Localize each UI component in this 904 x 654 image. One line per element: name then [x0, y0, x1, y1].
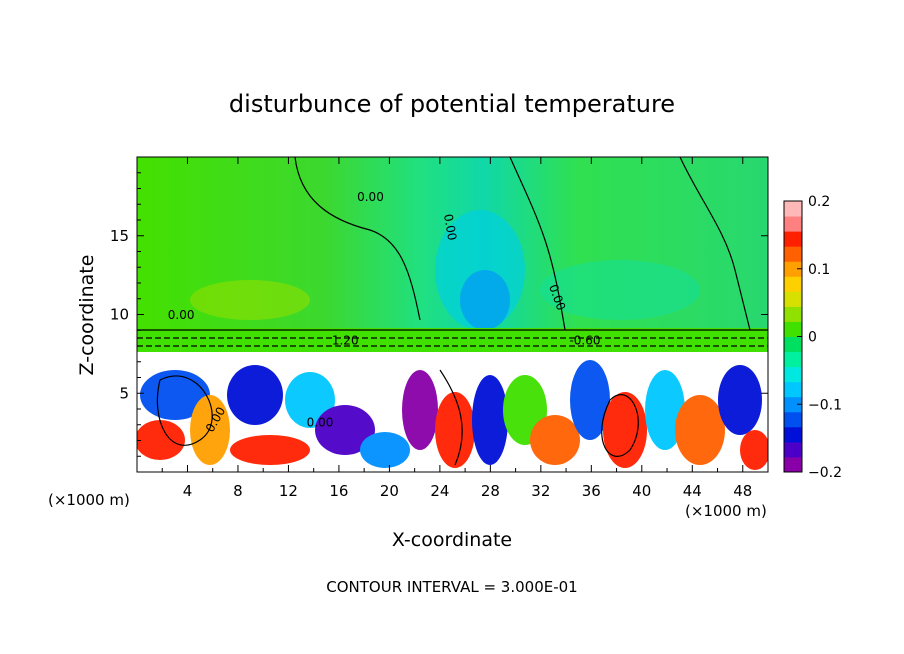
colorbar-swatch	[784, 306, 802, 322]
colorbar-swatch	[784, 351, 802, 368]
x-tick-label: 8	[233, 482, 243, 500]
contour-labels: 0.000.000.00 0.001.20 -0.600.000.00	[168, 190, 601, 435]
x-tick-label: 12	[279, 482, 298, 500]
colorbar-swatch	[784, 201, 802, 217]
y-tick-label: 10	[110, 306, 129, 324]
contour-label: 0.00	[357, 190, 384, 204]
x-axis-label: X-coordinate	[392, 529, 512, 551]
colorbar-swatch	[784, 336, 802, 353]
contour-label: 1.20	[332, 333, 359, 347]
colorbar-tick-label: 0.1	[808, 262, 830, 278]
colorbar	[783, 200, 803, 473]
colorbar-swatch	[784, 261, 802, 277]
colorbar-ticks: 0.2 0.1 0 −0.1 −0.2	[797, 194, 842, 481]
contour-label: 0.00	[441, 213, 459, 242]
colorbar-swatch	[784, 456, 802, 473]
x-tick-label: 16	[329, 482, 348, 500]
colorbar-swatch	[784, 381, 802, 398]
x-tick-label: 24	[430, 482, 449, 500]
y-axis: 5 10 15	[110, 172, 768, 457]
colorbar-tick-label: 0	[808, 330, 817, 346]
x-tick-label: 32	[531, 482, 550, 500]
x-tick-label: 4	[183, 482, 193, 500]
colorbar-tick-label: −0.1	[808, 397, 842, 413]
colorbar-swatch	[784, 231, 802, 247]
x-tick-label: 28	[481, 482, 500, 500]
colorbar-swatch	[784, 411, 802, 428]
x-tick-label: 36	[582, 482, 601, 500]
colorbar-swatch	[784, 396, 802, 413]
x-tick-label: 40	[632, 482, 651, 500]
colorbar-swatch	[784, 441, 802, 458]
colorbar-swatch	[784, 276, 802, 292]
contour-label: 0.00	[307, 415, 334, 429]
colorbar-swatch	[784, 291, 802, 307]
x-axis: 4 8 12 16 20 24 28 32 36 40 44 48	[161, 157, 752, 500]
y-tick-label: 15	[110, 227, 129, 245]
heatmap-field	[137, 157, 768, 472]
colorbar-swatch	[784, 366, 802, 383]
colorbar-swatch	[784, 321, 802, 337]
x-tick-label: 48	[733, 482, 752, 500]
colorbar-swatch	[784, 426, 802, 443]
x-tick-label: 44	[683, 482, 702, 500]
x-tick-label: 20	[380, 482, 399, 500]
colorbar-tick-label: −0.2	[808, 465, 842, 481]
colorbar-tick-label: 0.2	[808, 194, 830, 210]
colorbar-swatch	[784, 216, 802, 232]
x-unit-right: (×1000 m)	[685, 502, 767, 520]
colorbar-swatch	[784, 246, 802, 262]
chart-title: disturbunce of potential temperature	[229, 90, 675, 118]
x-unit-left: (×1000 m)	[48, 491, 130, 509]
contour-label: 0.00	[168, 308, 195, 322]
y-tick-label: 5	[119, 384, 129, 402]
contour-label: -0.60	[569, 333, 600, 347]
contour-interval-note: CONTOUR INTERVAL = 3.000E-01	[326, 578, 577, 596]
y-axis-label: Z-coordinate	[76, 255, 98, 376]
